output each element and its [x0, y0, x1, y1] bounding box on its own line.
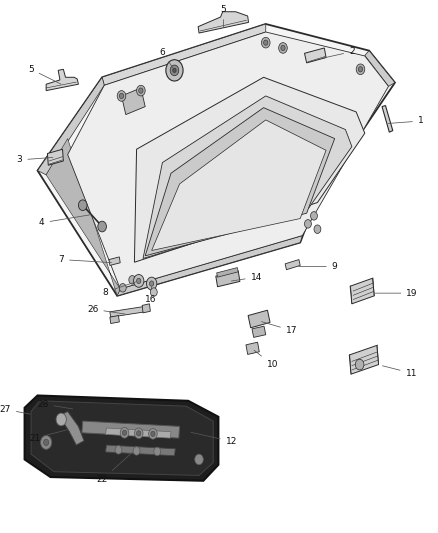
- Circle shape: [304, 220, 311, 228]
- Circle shape: [117, 91, 126, 101]
- Circle shape: [173, 68, 176, 72]
- Polygon shape: [152, 120, 326, 251]
- Circle shape: [195, 454, 203, 465]
- Text: 12: 12: [191, 432, 237, 446]
- Polygon shape: [59, 411, 84, 445]
- Polygon shape: [304, 48, 326, 63]
- Circle shape: [137, 431, 141, 436]
- Circle shape: [119, 284, 126, 292]
- Text: 6: 6: [159, 48, 173, 68]
- Circle shape: [119, 93, 124, 99]
- Circle shape: [43, 439, 49, 446]
- Circle shape: [98, 221, 106, 232]
- Circle shape: [170, 65, 179, 76]
- Polygon shape: [198, 12, 248, 33]
- Text: 9: 9: [299, 262, 338, 271]
- Circle shape: [146, 277, 157, 290]
- Polygon shape: [248, 310, 270, 328]
- Text: 8: 8: [102, 282, 136, 296]
- Polygon shape: [109, 257, 120, 265]
- Polygon shape: [46, 69, 78, 91]
- Text: 28: 28: [37, 400, 73, 409]
- Polygon shape: [38, 24, 395, 296]
- Circle shape: [279, 43, 287, 53]
- Polygon shape: [246, 342, 259, 354]
- Text: 14: 14: [231, 273, 262, 281]
- Circle shape: [133, 447, 140, 455]
- Circle shape: [150, 288, 157, 296]
- Circle shape: [261, 37, 270, 48]
- Polygon shape: [82, 421, 180, 438]
- Circle shape: [120, 427, 129, 438]
- Polygon shape: [285, 260, 300, 270]
- Text: 17: 17: [261, 321, 297, 335]
- Polygon shape: [25, 395, 219, 481]
- Circle shape: [122, 430, 127, 435]
- Text: 5: 5: [28, 65, 61, 84]
- Text: 27: 27: [0, 405, 31, 414]
- Text: 7: 7: [58, 255, 111, 264]
- Polygon shape: [110, 306, 145, 317]
- Text: 26: 26: [87, 305, 125, 314]
- Circle shape: [137, 278, 141, 284]
- Polygon shape: [349, 345, 378, 374]
- Circle shape: [137, 85, 145, 96]
- Polygon shape: [216, 271, 240, 287]
- Circle shape: [154, 447, 161, 456]
- Text: 1: 1: [388, 117, 424, 125]
- Circle shape: [314, 225, 321, 233]
- Text: 11: 11: [382, 366, 417, 377]
- Circle shape: [56, 413, 67, 426]
- Text: 19: 19: [375, 289, 418, 297]
- Circle shape: [134, 428, 143, 439]
- Circle shape: [355, 359, 364, 370]
- Text: 22: 22: [96, 453, 132, 484]
- Polygon shape: [382, 106, 393, 132]
- Text: 3: 3: [17, 156, 53, 164]
- Circle shape: [41, 435, 52, 449]
- Polygon shape: [46, 139, 120, 296]
- Circle shape: [281, 45, 285, 51]
- Polygon shape: [252, 326, 266, 337]
- Text: 16: 16: [145, 286, 156, 304]
- Text: 2: 2: [323, 47, 355, 58]
- Polygon shape: [106, 428, 171, 438]
- Polygon shape: [350, 278, 374, 304]
- Text: 4: 4: [39, 215, 91, 227]
- Polygon shape: [365, 51, 395, 86]
- Polygon shape: [145, 108, 335, 256]
- Circle shape: [166, 60, 183, 81]
- Circle shape: [264, 40, 268, 45]
- Circle shape: [149, 281, 154, 286]
- Polygon shape: [106, 445, 175, 456]
- Circle shape: [134, 274, 144, 287]
- Circle shape: [356, 64, 365, 75]
- Circle shape: [148, 429, 157, 439]
- Polygon shape: [134, 77, 365, 262]
- Polygon shape: [142, 304, 150, 313]
- Polygon shape: [31, 401, 213, 475]
- Polygon shape: [143, 96, 352, 259]
- Circle shape: [129, 276, 136, 284]
- Circle shape: [311, 212, 318, 220]
- Polygon shape: [38, 77, 104, 175]
- Circle shape: [139, 88, 143, 93]
- Polygon shape: [121, 88, 145, 115]
- Circle shape: [115, 446, 122, 454]
- Polygon shape: [47, 149, 64, 165]
- Text: 10: 10: [254, 350, 278, 369]
- Text: 5: 5: [221, 5, 226, 28]
- Polygon shape: [110, 316, 119, 324]
- Text: 21: 21: [30, 430, 67, 442]
- Circle shape: [78, 200, 87, 211]
- Circle shape: [358, 67, 363, 72]
- Polygon shape: [217, 268, 238, 277]
- Polygon shape: [117, 236, 302, 296]
- Polygon shape: [67, 32, 389, 289]
- Circle shape: [151, 431, 155, 437]
- Polygon shape: [102, 24, 266, 85]
